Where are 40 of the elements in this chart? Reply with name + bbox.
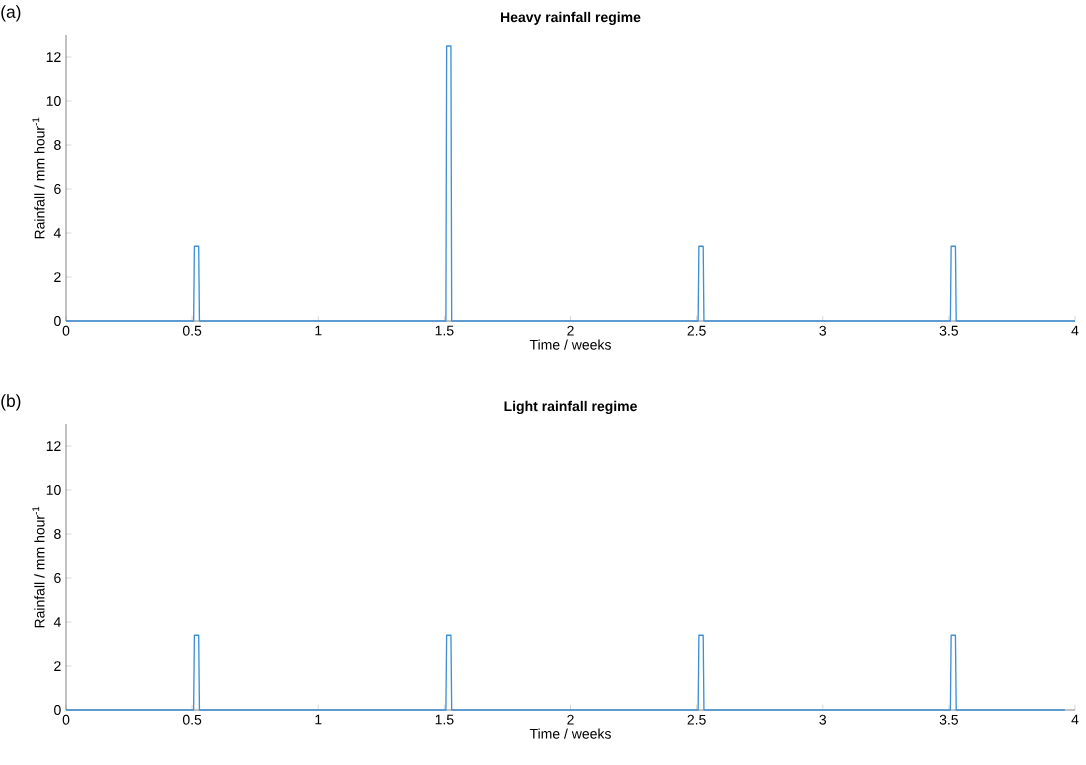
- x-tick-label: 3.5: [939, 714, 959, 725]
- y-tick-label: 6: [54, 184, 61, 194]
- x-tick-label: 0: [62, 714, 70, 725]
- x-axis-title: Time / weeks: [529, 728, 611, 739]
- chart-title: Heavy rainfall regime: [501, 11, 641, 25]
- x-tick-label: 2: [567, 325, 574, 336]
- x-tick-label: 0.5: [182, 714, 202, 725]
- x-tick-label: 1.5: [435, 325, 454, 336]
- x-tick-label: 4: [1071, 325, 1079, 336]
- y-axis-title: Rainfall / mm hour$^{-1}$: [32, 506, 45, 628]
- y-tick-label: 8: [54, 140, 61, 150]
- x-tick-label: 0.5: [182, 325, 202, 336]
- x-tick-label: 1: [315, 325, 322, 336]
- x-tick-label: 3.5: [939, 325, 959, 336]
- y-tick-label: 4: [53, 617, 61, 627]
- x-tick-label: 1: [315, 714, 322, 725]
- y-tick-label: 2: [54, 661, 61, 671]
- x-tick-label: 3: [819, 714, 827, 725]
- x-tick-label: 4: [1071, 714, 1079, 725]
- x-tick-label: 3: [819, 325, 827, 336]
- x-tick-label: 1.5: [435, 714, 454, 725]
- chart-title: Light rainfall regime: [504, 400, 637, 414]
- y-tick-label: 0: [54, 316, 61, 326]
- x-tick-label: 2.5: [687, 325, 706, 336]
- x-tick-label: 2.5: [687, 714, 706, 725]
- y-tick-label: 6: [54, 573, 61, 583]
- text: (b): [1, 394, 21, 411]
- x-tick-label: 0: [62, 325, 70, 336]
- x-axis-title: Time / weeks: [529, 339, 611, 350]
- y-tick-label: 2: [54, 272, 61, 282]
- y-axis-title: Rainfall / mm hour$^{-1}$: [32, 117, 45, 239]
- text: (a): [1, 5, 21, 22]
- y-tick-label: 4: [53, 228, 61, 238]
- x-tick-label: 2: [567, 714, 574, 725]
- y-tick-label: 0: [54, 705, 61, 715]
- y-tick-label: 10: [46, 96, 61, 106]
- y-tick-label: 12: [46, 441, 61, 451]
- y-tick-label: 12: [46, 52, 61, 62]
- y-tick-label: 8: [54, 529, 61, 539]
- y-tick-label: 10: [46, 485, 61, 495]
